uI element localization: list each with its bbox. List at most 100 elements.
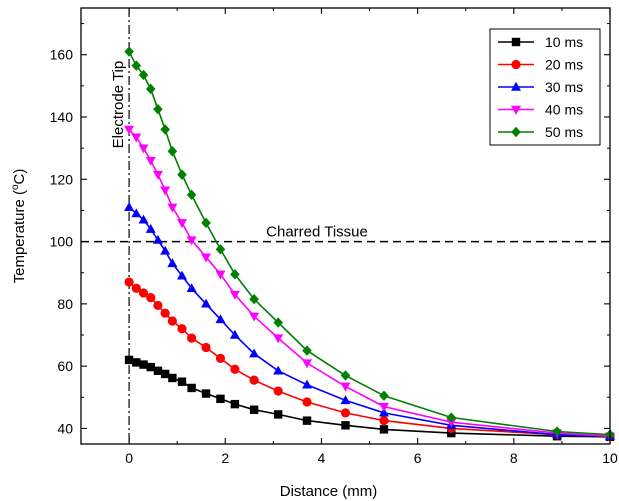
legend-entry: 20 ms [498, 57, 583, 73]
data-point [145, 156, 156, 166]
legend-entry: 40 ms [498, 102, 583, 118]
data-point [177, 377, 187, 386]
data-point [302, 397, 312, 407]
data-point [124, 355, 134, 365]
data-point [124, 125, 135, 135]
y-tick-label: 80 [57, 296, 73, 312]
data-point [273, 410, 283, 419]
data-point [340, 370, 351, 381]
data-point [138, 69, 149, 81]
y-tick-label: 40 [57, 420, 73, 436]
data-point [167, 146, 178, 157]
axes [80, 7, 611, 445]
data-point [153, 104, 163, 115]
data-point [378, 407, 389, 417]
x-tick-label: 8 [510, 450, 518, 466]
data-point [176, 270, 187, 280]
x-tick-label: 0 [125, 450, 133, 466]
legend-marker [511, 59, 521, 70]
axis-titles: Distance (mm) Temperature (oC) [10, 169, 377, 500]
y-axis-title-degree: o [10, 184, 21, 190]
data-point [168, 373, 177, 383]
data-point [249, 312, 260, 322]
data-point [379, 425, 389, 434]
data-point [187, 383, 196, 393]
data-point [145, 223, 156, 233]
data-point [341, 421, 350, 430]
data-point [273, 334, 284, 344]
data-point [145, 83, 156, 95]
data-point [201, 389, 211, 398]
data-point [186, 283, 197, 292]
data-point [302, 359, 313, 369]
data-point [177, 169, 187, 180]
legend-marker [511, 105, 521, 115]
data-point [378, 402, 389, 412]
data-point [215, 353, 226, 363]
data-point [216, 394, 225, 404]
legend-label: 40 ms [545, 102, 583, 118]
electrode-tip-label: Electrode Tip [110, 61, 127, 149]
legend-marker [511, 126, 521, 138]
data-point [124, 277, 134, 287]
data-point [167, 258, 178, 268]
data-point [340, 395, 351, 405]
legend: 10 ms 20 ms 30 ms 40 ms 50 ms [489, 28, 601, 146]
legend-label: 30 ms [545, 79, 583, 95]
data-point [153, 366, 163, 376]
y-tick-label: 140 [50, 109, 74, 125]
y-axis-title-post: C) [11, 169, 28, 185]
data-point [160, 124, 170, 135]
y-axis-title-pre: Temperature ( [11, 190, 28, 283]
data-point [201, 298, 212, 308]
data-point [186, 189, 197, 201]
legend-label: 50 ms [545, 124, 583, 140]
data-point [379, 416, 389, 426]
data-point [201, 217, 211, 229]
data-point [132, 358, 141, 367]
y-axis-title: Temperature (oC) [10, 169, 28, 284]
legend-marker [511, 81, 521, 91]
legend-entry: 50 ms [498, 124, 583, 140]
legend-entry: 10 ms [498, 34, 583, 50]
series-1 [124, 277, 615, 441]
data-point [229, 329, 240, 339]
data-point [124, 202, 135, 212]
data-point [186, 236, 197, 246]
data-point [160, 308, 170, 318]
series-4 [124, 46, 615, 440]
data-point [153, 300, 163, 311]
annotations: Charred Tissue Electrode Tip [110, 61, 368, 241]
data-point [249, 348, 260, 358]
legend-marker [511, 37, 521, 47]
data-point [215, 244, 226, 255]
data-point [302, 345, 312, 356]
data-point [152, 234, 163, 244]
data-point [146, 293, 156, 303]
data-point [187, 333, 197, 343]
data-point [447, 428, 456, 438]
data-point [273, 365, 284, 375]
data-point [131, 208, 142, 218]
data-point [230, 269, 240, 280]
data-point [124, 46, 134, 57]
data-point [177, 324, 187, 334]
data-point [138, 214, 149, 224]
data-point [167, 316, 177, 326]
x-tick-label: 2 [221, 450, 229, 466]
data-point [160, 186, 171, 196]
x-axis-title: Distance (mm) [280, 483, 378, 500]
ticks: 0 2 4 6 8 10 40 60 80 100 120 140 160 [50, 8, 618, 466]
data-point [160, 369, 170, 379]
data-point [131, 283, 141, 293]
legend-entry: 30 ms [498, 79, 583, 95]
legend-label: 10 ms [545, 34, 583, 50]
data-point [160, 245, 171, 255]
data-point [215, 270, 226, 280]
data-point [230, 364, 240, 374]
data-point [552, 426, 562, 437]
legend-label: 20 ms [545, 57, 583, 73]
x-tick-label: 6 [414, 450, 422, 466]
plot-area [81, 8, 615, 444]
